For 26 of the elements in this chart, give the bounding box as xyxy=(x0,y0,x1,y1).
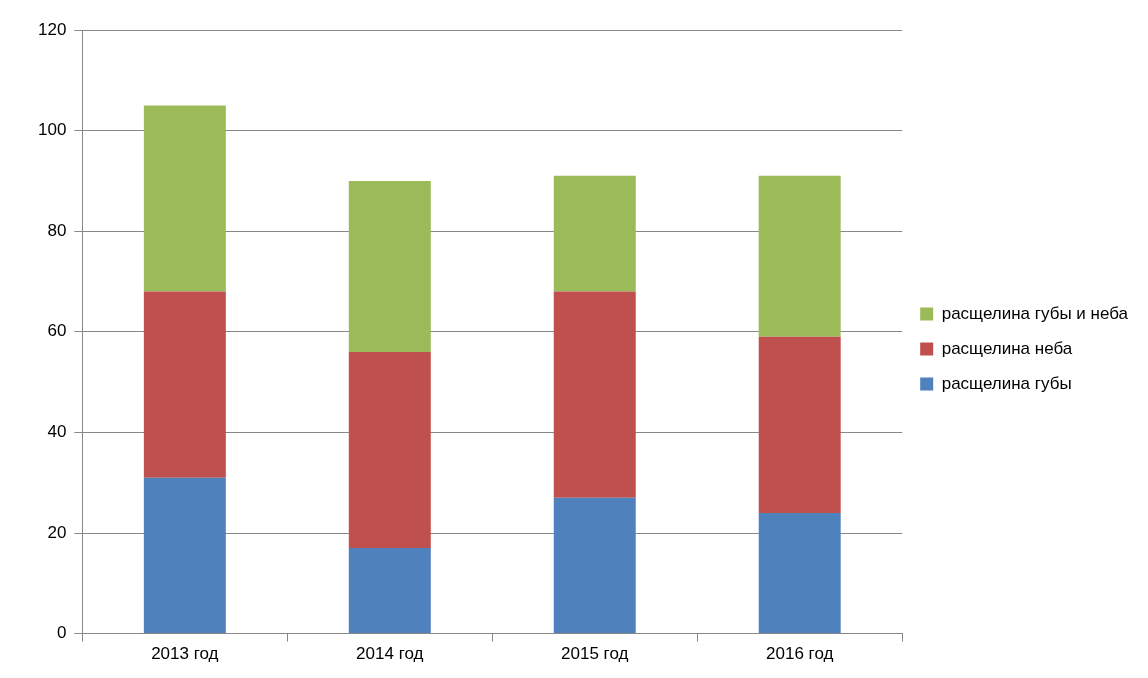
bar xyxy=(143,477,226,634)
x-tick-label: 2014 год xyxy=(356,644,424,664)
bar xyxy=(348,548,431,634)
bar xyxy=(143,291,226,478)
x-tick-label: 2013 год xyxy=(151,644,219,664)
bar xyxy=(348,351,431,549)
bar xyxy=(348,180,431,352)
y-tick-label: 120 xyxy=(37,19,67,39)
x-tick-label: 2016 год xyxy=(766,644,834,664)
bar xyxy=(758,512,841,634)
y-tick-label: 100 xyxy=(37,120,67,140)
y-tick-label: 0 xyxy=(56,623,67,643)
legend-label: расщелина губы и неба xyxy=(941,303,1129,323)
bar xyxy=(553,291,636,498)
bar xyxy=(758,336,841,513)
bar xyxy=(143,105,226,292)
bar xyxy=(553,175,636,292)
y-tick-label: 20 xyxy=(47,522,67,542)
legend-label: расщелина неба xyxy=(941,338,1073,358)
bar xyxy=(553,497,636,634)
x-tick-label: 2015 год xyxy=(561,644,629,664)
y-tick-label: 40 xyxy=(47,422,67,442)
y-tick-label: 60 xyxy=(47,321,67,341)
legend-label: расщелина губы xyxy=(941,373,1072,393)
y-tick-label: 80 xyxy=(47,220,67,240)
bar xyxy=(758,175,841,337)
